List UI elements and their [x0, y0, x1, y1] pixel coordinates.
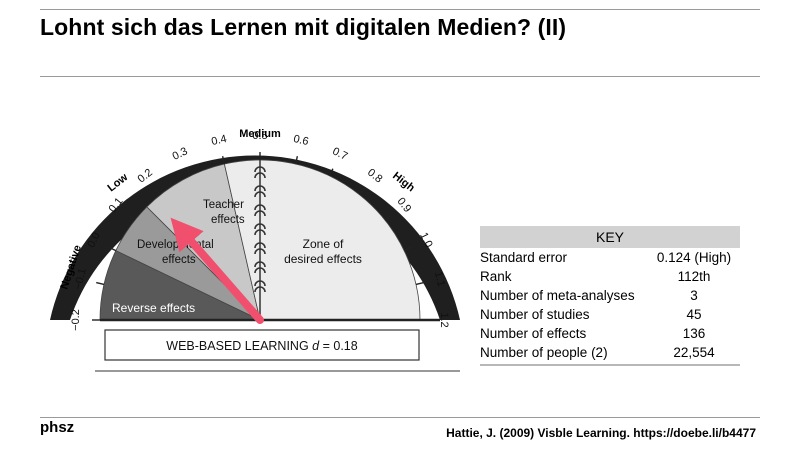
tick-label: 1.1 [432, 270, 447, 288]
key-row-value: 3 [690, 288, 698, 303]
key-row-label: Standard error [480, 250, 568, 265]
slide-title: Lohnt sich das Lernen mit digitalen Medi… [40, 14, 567, 40]
spring-coil [254, 204, 266, 217]
effect-label-suffix: = 0.18 [319, 339, 358, 353]
zone-desired [223, 159, 421, 321]
effect-pointer-arrow [170, 217, 264, 324]
key-row: Standard error 0.124 (High) [480, 248, 740, 267]
key-row-value: 136 [682, 326, 706, 341]
tick-mark [128, 214, 136, 221]
key-row-value: 112th [677, 269, 711, 284]
effect-label: WEB-BASED LEARNING d = 0.18 [166, 339, 357, 353]
tick-label: 0.3 [171, 145, 190, 162]
spring-divider [254, 160, 266, 320]
tick-mark [186, 168, 192, 177]
medium-label: Medium [239, 128, 281, 140]
tick-mark [328, 168, 334, 177]
spring-coil [254, 242, 266, 255]
key-row: Number of studies 45 [480, 305, 740, 324]
key-row-label: Number of effects [480, 326, 587, 341]
spring-coil [254, 185, 266, 198]
effect-label-box [104, 329, 420, 361]
reverse-effects-label: Reverse effects [112, 301, 195, 315]
tick-mark [108, 246, 117, 252]
spring-coil [254, 280, 266, 293]
key-row-value: 0.124 (High) [656, 250, 732, 265]
tick-label: 0.7 [330, 145, 349, 162]
key-row-value: 22,554 [673, 345, 715, 360]
footer-rule [40, 417, 760, 418]
tick-label: 0.6 [292, 133, 310, 148]
key-row-label: Number of meta-analyses [480, 288, 635, 303]
tick-mark [403, 246, 412, 252]
tick-label: −0.2 [70, 309, 82, 331]
key-header: KEY [480, 226, 740, 248]
tick-mark [415, 281, 424, 286]
tick-mark [221, 156, 226, 165]
key-rows: Standard error 0.124 (High) Rank 112th Num… [480, 248, 740, 362]
tick-mark [154, 188, 161, 196]
tick-label: 0.8 [365, 167, 384, 186]
tick-mark [359, 188, 366, 196]
tick-label: 1.0 [417, 231, 434, 250]
low-label: Low [105, 171, 130, 194]
teacher-label-1: Teacher [203, 199, 244, 211]
spring-coil [254, 261, 266, 274]
tick-label: 1.2 [438, 312, 450, 327]
desired-label-2: desired effects [284, 252, 362, 266]
developmental-label-2: effects [162, 254, 196, 266]
key-row-label: Number of studies [480, 307, 590, 322]
key-row-label: Rank [480, 269, 512, 284]
tick-mark [384, 214, 392, 221]
footer-org-label: phsz [40, 419, 75, 436]
key-row-value: 45 [686, 307, 702, 322]
tick-mark [96, 281, 105, 286]
key-row: Rank 112th [480, 267, 740, 286]
high-label: High [390, 170, 417, 195]
key-table: KEY Standard error 0.124 (High) Rank 112th… [480, 226, 740, 366]
effect-size-barometer: −0.2−0.10.00.10.20.30.4 0.5 0.60.70.80.91.… [50, 128, 460, 372]
tick-label: 0.0 [85, 231, 102, 250]
key-row: Number of people (2) 22,554 [480, 343, 740, 362]
key-row: Number of meta-analyses 3 [480, 286, 740, 305]
tick-label: −0.1 [72, 267, 89, 291]
tick-group: −0.2−0.10.00.10.20.30.4 0.5 0.60.70.80.91.… [70, 130, 450, 331]
key-row-label: Number of people (2) [480, 345, 608, 360]
effect-label-prefix: WEB-BASED LEARNING [166, 339, 312, 353]
tick-label: 0.4 [210, 133, 228, 148]
spring-coil [254, 223, 266, 236]
title-underline [40, 76, 760, 77]
top-rule [40, 9, 760, 10]
key-row: Number of effects 136 [480, 324, 740, 343]
key-bottom-rule [480, 364, 740, 366]
tick-mark [294, 156, 299, 165]
spring-coil [254, 166, 266, 179]
tick-label: 0.5 [252, 130, 267, 142]
teacher-label-2: effects [211, 214, 245, 226]
effect-label-var: d [312, 339, 320, 353]
footer-citation: Hattie, J. (2009) Visble Learning. https… [446, 426, 756, 440]
desired-label-1: Zone of [303, 237, 344, 251]
